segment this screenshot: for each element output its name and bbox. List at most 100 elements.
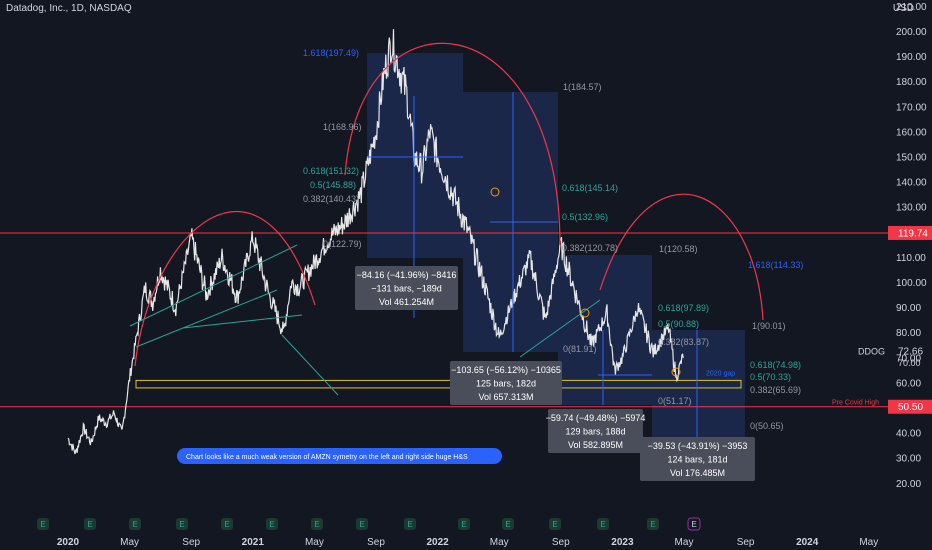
fib-level-label: 0.382(83.87)	[658, 337, 709, 347]
measure-text: 129 bars, 188d	[565, 427, 625, 437]
fib-level-label: 0(51.17)	[658, 396, 692, 406]
fib-level-label: 0.5(132.96)	[562, 212, 608, 222]
x-tick-label: 2022	[426, 537, 449, 548]
earnings-marker	[687, 517, 701, 531]
price-tag-0	[888, 225, 932, 240]
earnings-marker	[129, 518, 141, 530]
pivot-marker	[490, 187, 500, 197]
earnings-marker-label: E	[552, 520, 557, 529]
fib-level-label: 0.5(145.88)	[310, 180, 356, 190]
price-level-label: 70.00	[898, 358, 921, 368]
currency-label: USD	[892, 3, 914, 14]
measure-text: Vol 461.254M	[379, 297, 434, 307]
earnings-marker-label: E	[224, 520, 229, 529]
measure-text: Vol 176.485M	[670, 468, 725, 478]
earnings-marker	[458, 518, 470, 530]
y-tick-label: 170.00	[896, 102, 927, 113]
symbol-label: DDOG	[858, 347, 885, 357]
measure-text: −84.16 (−41.96%) −8416	[357, 270, 457, 280]
fib-level-label: 0.382(120.78)	[562, 243, 618, 253]
earnings-marker-label: E	[269, 520, 274, 529]
earnings-marker-label: E	[87, 520, 92, 529]
y-tick-label: 130.00	[896, 203, 927, 214]
fib-level-label: 0.618(97.89)	[658, 303, 709, 313]
last-price-label: 72.66	[898, 347, 923, 358]
x-tick-label: 2021	[242, 537, 265, 548]
fib-level-label: 0(50.65)	[750, 421, 784, 431]
earnings-marker-label: E	[407, 520, 412, 529]
earnings-marker-label: E	[179, 520, 184, 529]
y-tick-label: 40.00	[896, 429, 921, 440]
y-tick-label: 30.00	[896, 454, 921, 465]
earnings-marker	[502, 518, 514, 530]
x-tick-label: 2024	[796, 537, 819, 548]
note-pill	[177, 448, 502, 464]
earnings-marker	[404, 518, 416, 530]
measure-box-3	[640, 437, 755, 481]
fib-level-label: 1.618(114.33)	[748, 260, 803, 270]
measure-text: 125 bars, 182d	[476, 379, 536, 389]
gap-label: 2020 gap	[706, 370, 735, 377]
price-tag-label: 50.50	[898, 402, 923, 413]
channel-line-0	[129, 244, 298, 327]
measure-text: Vol 582.895M	[568, 440, 623, 450]
y-tick-label: 140.00	[896, 178, 927, 189]
fib-level-label: 1(184.57)	[563, 82, 602, 92]
channel-line-3	[182, 314, 303, 329]
fib-level-label: 0.5(70.33)	[750, 372, 791, 382]
x-tick-label: May	[859, 537, 878, 548]
pivot-marker	[671, 367, 681, 377]
earnings-marker-label: E	[132, 520, 137, 529]
y-tick-label: 110.00	[896, 253, 926, 264]
y-tick-label: 80.00	[896, 328, 921, 339]
fib-level-label: 0(81.91)	[563, 344, 597, 354]
fib-level-label: 0.382(65.69)	[750, 385, 801, 395]
earnings-marker	[266, 518, 278, 530]
measure-text: −39.53 (−43.91%) −3953	[648, 441, 748, 451]
y-tick-label: 20.00	[896, 479, 921, 490]
fib-zone-3	[652, 330, 745, 452]
gap-rectangle	[135, 379, 742, 389]
y-tick-label: 70.00	[896, 353, 921, 364]
fib-level-label: 0.5(90.88)	[658, 319, 699, 329]
x-tick-label: 2020	[57, 537, 80, 548]
y-tick-label: 180.00	[896, 77, 927, 88]
right-shoulder-arc	[599, 193, 764, 321]
y-tick-label: 60.00	[896, 378, 921, 389]
fib-zone-2	[558, 255, 652, 405]
channel-line-1	[135, 289, 278, 348]
y-tick-label: 100.00	[896, 278, 927, 289]
y-tick-label: 150.00	[896, 153, 927, 164]
x-tick-label: Sep	[182, 537, 200, 548]
measure-text: −59.74 (−49.48%) −5974	[546, 413, 646, 423]
fib-level-label: 1(90.01)	[752, 321, 786, 331]
x-tick-label: May	[490, 537, 509, 548]
measure-text: −103.65 (−56.12%) −10365	[451, 365, 561, 375]
earnings-marker	[549, 518, 561, 530]
earnings-marker	[37, 518, 49, 530]
chart-title: Datadog, Inc., 1D, NASDAQ	[6, 3, 132, 14]
price-line	[67, 29, 684, 455]
earnings-marker-label: E	[505, 520, 510, 529]
y-tick-label: 90.00	[896, 303, 921, 314]
earnings-marker	[647, 518, 659, 530]
measure-text: −131 bars, −189d	[371, 284, 442, 294]
fib-level-label: 1(120.58)	[659, 244, 698, 254]
head-arc	[344, 42, 561, 246]
y-tick-label: 190.00	[896, 52, 927, 63]
y-tick-label: 210.00	[896, 2, 927, 13]
earnings-marker	[311, 518, 323, 530]
earnings-marker-label: E	[691, 520, 696, 529]
price-tag-1	[888, 399, 932, 414]
measure-box-2	[548, 409, 643, 453]
x-tick-label: May	[675, 537, 694, 548]
fib-level-label: 0.382(140.43)	[303, 194, 359, 204]
x-tick-label: Sep	[552, 537, 570, 548]
earnings-marker	[84, 518, 96, 530]
earnings-marker-label: E	[650, 520, 655, 529]
y-tick-label: 200.00	[896, 27, 927, 38]
y-tick-label: 160.00	[896, 127, 927, 138]
measure-box-1	[450, 361, 562, 405]
earnings-marker	[221, 518, 233, 530]
